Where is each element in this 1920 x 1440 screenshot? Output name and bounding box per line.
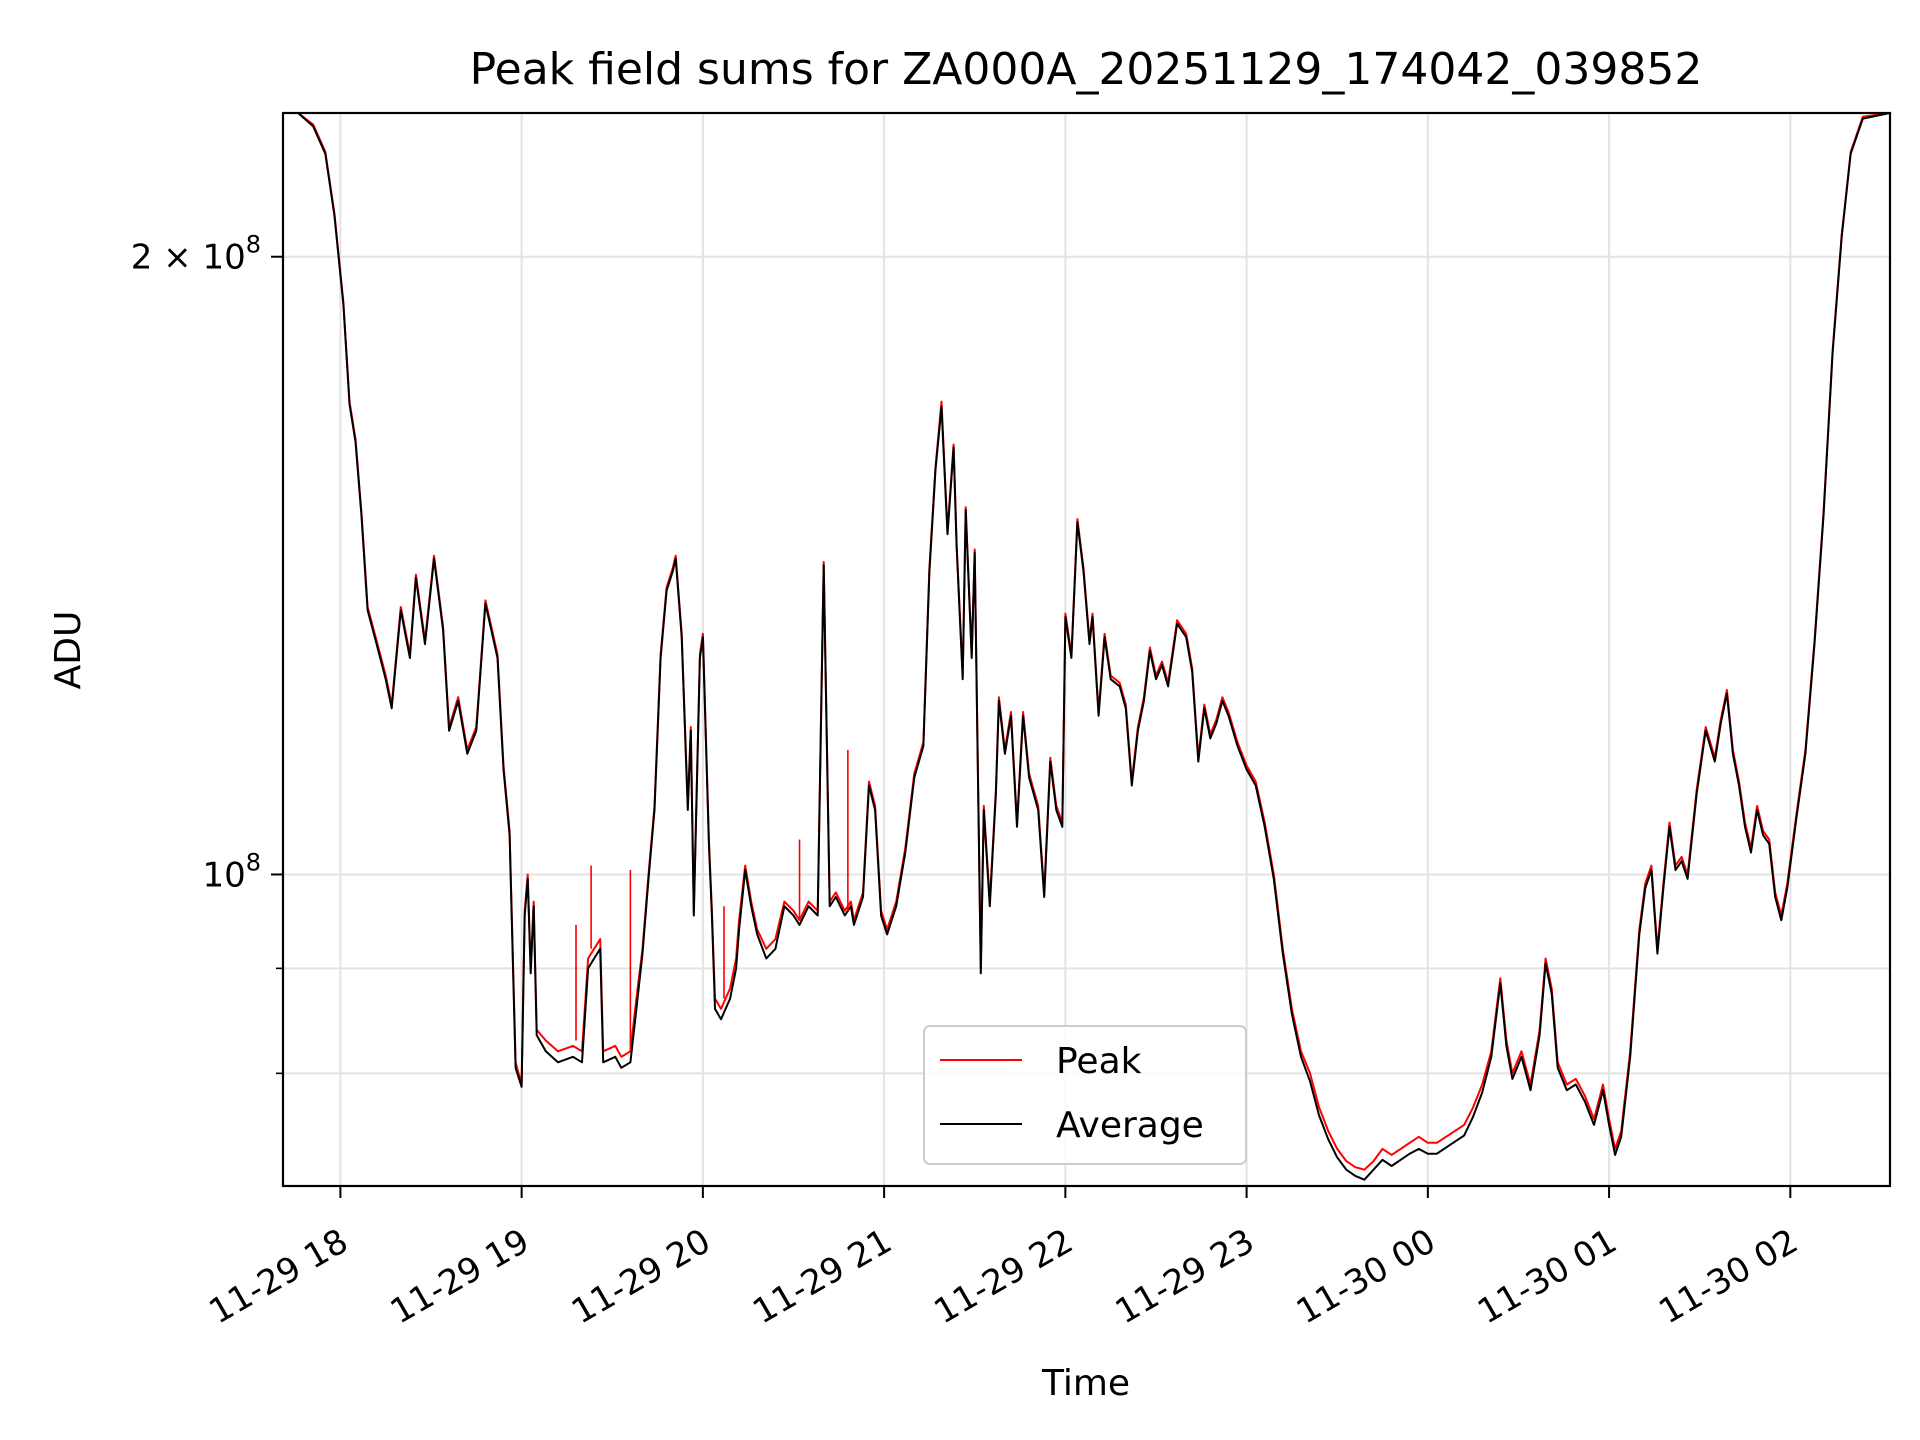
x-axis-label: Time [1041, 1363, 1130, 1404]
chart-title: Peak field sums for ZA000A_20251129_1740… [470, 44, 1703, 95]
series-line-average [283, 113, 1890, 1181]
y-axis: 108 2 × 108 [131, 231, 283, 1075]
legend-label-average: Average [1056, 1105, 1204, 1146]
series-layer [283, 113, 1890, 1181]
series-line-peak [283, 113, 1890, 1171]
plot-frame [281, 111, 1892, 1188]
y-axis-label: ADU [48, 611, 89, 690]
y-tick-label: 108 [202, 848, 261, 895]
y-tick-label: 2 × 108 [131, 231, 261, 278]
legend: Peak Average [923, 1025, 1247, 1165]
legend-label-peak: Peak [1056, 1041, 1142, 1082]
